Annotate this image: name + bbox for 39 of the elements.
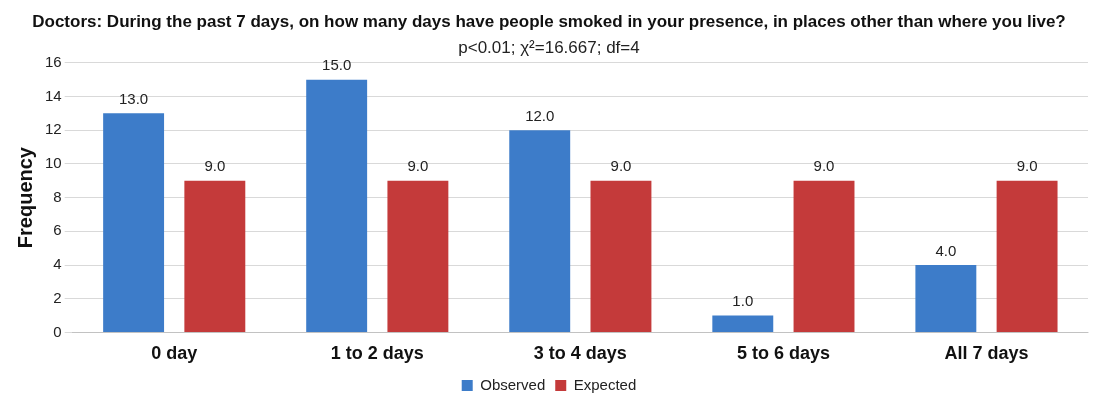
y-tick-label: 10 (45, 154, 62, 172)
bar (996, 180, 1058, 332)
data-label: 9.0 (610, 157, 632, 175)
bar (103, 113, 165, 332)
x-tick-label: 1 to 2 days (330, 343, 424, 364)
y-tick-label: 14 (45, 86, 62, 104)
bar (712, 315, 774, 332)
x-tick-label: 0 day (151, 343, 198, 364)
bar (590, 180, 652, 332)
chart-title: Doctors: During the past 7 days, on how many days have people smoked in your presence, in places other than where you live? (32, 11, 1066, 31)
x-tick-label: 3 to 4 days (533, 343, 627, 364)
legend-label: Observed (480, 375, 546, 393)
chart-subtitle: p<0.01; χ²=16.667; df=4 (458, 38, 640, 58)
data-label: 9.0 (204, 157, 226, 175)
data-label: 9.0 (813, 157, 835, 175)
data-label: 1.0 (732, 292, 754, 310)
data-label: 4.0 (935, 241, 957, 259)
legend-label: Expected (573, 375, 637, 393)
y-tick-label: 4 (53, 255, 62, 273)
bar (184, 180, 246, 332)
bar (387, 180, 449, 332)
data-label: 13.0 (119, 89, 149, 107)
y-axis-title: Frequency (13, 146, 36, 249)
y-tick-label: 12 (45, 120, 62, 138)
x-tick-label: 5 to 6 days (736, 343, 830, 364)
y-tick-label: 6 (53, 221, 62, 239)
y-tick-label: 16 (45, 52, 62, 70)
x-tick-label: All 7 days (944, 343, 1029, 364)
bar (509, 130, 571, 332)
data-label: 12.0 (525, 106, 555, 124)
y-tick-label: 8 (53, 187, 62, 205)
y-tick-label: 2 (53, 288, 62, 306)
y-tick-label: 0 (53, 322, 62, 340)
data-label: 9.0 (1016, 157, 1038, 175)
data-label: 15.0 (322, 56, 352, 74)
bar (306, 79, 368, 332)
bar (793, 180, 855, 332)
data-label: 9.0 (407, 157, 429, 175)
bar (915, 265, 977, 332)
